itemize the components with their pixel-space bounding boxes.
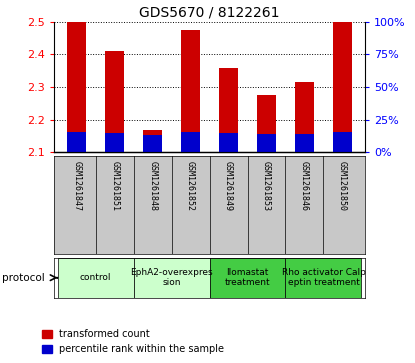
Bar	[143, 130, 162, 152]
Text: GSM1261848: GSM1261848	[148, 161, 157, 211]
Text: GSM1261853: GSM1261853	[262, 161, 271, 211]
Legend: transformed count, percentile rank within the sample: transformed count, percentile rank withi…	[38, 326, 228, 358]
Bar	[257, 134, 276, 152]
Bar	[333, 131, 352, 152]
Text: GSM1261849: GSM1261849	[224, 161, 233, 211]
Bar	[219, 68, 238, 152]
Bar	[105, 133, 124, 152]
Title: GDS5670 / 8122261: GDS5670 / 8122261	[139, 5, 280, 19]
Bar	[295, 82, 314, 152]
Bar	[333, 22, 352, 152]
Bar	[181, 30, 200, 152]
Bar	[105, 51, 124, 152]
Bar	[58, 258, 134, 298]
Bar	[257, 95, 276, 152]
Text: control: control	[80, 273, 112, 282]
Bar	[67, 22, 86, 152]
Bar	[219, 133, 238, 152]
Text: Rho activator Calp
eptin treatment: Rho activator Calp eptin treatment	[281, 268, 365, 287]
Text: GSM1261846: GSM1261846	[300, 161, 309, 211]
Text: GSM1261851: GSM1261851	[110, 161, 119, 211]
Bar	[210, 258, 286, 298]
Bar	[67, 131, 86, 152]
Text: GSM1261847: GSM1261847	[72, 161, 81, 211]
Text: EphA2-overexpres
sion: EphA2-overexpres sion	[130, 268, 213, 287]
Bar	[295, 134, 314, 152]
Bar	[286, 258, 361, 298]
Text: Ilomastat
treatment: Ilomastat treatment	[225, 268, 270, 287]
Bar	[143, 135, 162, 152]
Bar	[181, 131, 200, 152]
Text: GSM1261850: GSM1261850	[338, 161, 347, 211]
Text: GSM1261852: GSM1261852	[186, 161, 195, 211]
Text: protocol: protocol	[2, 273, 45, 283]
Bar	[134, 258, 210, 298]
